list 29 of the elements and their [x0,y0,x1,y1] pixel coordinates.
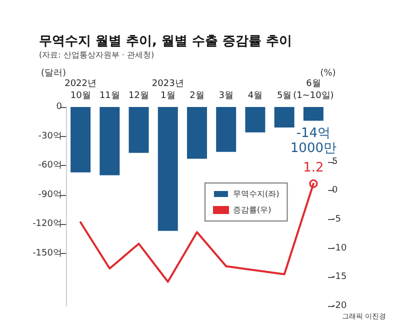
y-tick-label: -90억 [38,190,62,200]
data-label: -14억 1000만 [290,126,336,156]
x-tick-label: 3월 [218,91,234,101]
x-tick-label: 11월 [99,91,120,101]
x-tick-label: 2023년 1월 [152,79,184,101]
y-axis-title: (달러) [40,68,66,79]
y-tick-label: -60억 [38,160,62,171]
y-tick-label: 0 [56,102,62,112]
x-tick-label: 5월 [276,91,292,101]
x-tick-label: 6월 (1~10일) [293,79,334,101]
y2-tick-label: -15 [332,272,347,282]
x-tick-label: 2월 [190,91,204,101]
x-tick-label: 4월 [248,91,263,101]
y2-tick-label: -5 [332,214,341,224]
y-tick-label: -120억 [32,219,62,230]
y-tick-label: -150억 [32,248,62,258]
y2-tick-label: -20 [332,301,347,311]
text: (자료: 산업통상자원부 · 관세청) [39,50,154,60]
x-tick-label: 12월 [128,91,150,101]
y2-tick-label: -10 [332,243,347,254]
y2-axis-title: (%) [320,68,336,79]
legend-label: 증감률(우) [233,206,272,214]
data-label: 1.2 [303,160,324,176]
chart-title: 무역수지 월별 추이, 월별 수출 증감률 추이 [39,34,292,49]
x-tick-label: 2022년 10월 [64,79,97,101]
y-tick-label: -30억 [38,131,62,142]
legend-label: 무역수지(좌) [233,190,280,198]
y2-tick-label: 0 [332,186,338,196]
y2-tick-label: 5 [332,156,338,167]
